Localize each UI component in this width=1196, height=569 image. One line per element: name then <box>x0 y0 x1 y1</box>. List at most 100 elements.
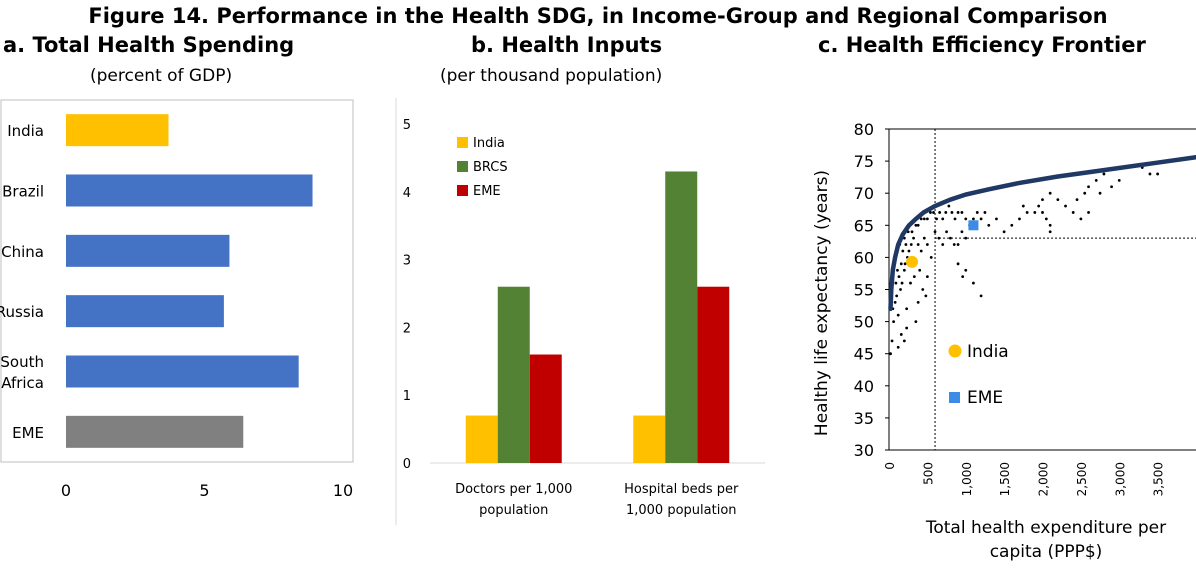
data-point <box>892 320 896 323</box>
category-label: 1,000 population <box>626 503 737 518</box>
data-point <box>919 249 923 253</box>
data-point <box>916 223 920 227</box>
data-point <box>964 236 968 240</box>
data-point <box>960 230 964 234</box>
x-tick-label: 2,000 <box>1037 462 1051 496</box>
panel-c-title: c. Health Efficiency Frontier <box>818 33 1146 57</box>
x-tick-label: 1,500 <box>998 462 1012 496</box>
y-tick-label: 70 <box>854 184 874 203</box>
data-point <box>925 243 929 246</box>
data-point <box>983 211 987 214</box>
data-point <box>972 217 975 221</box>
y-tick-label: 0 <box>403 457 411 472</box>
data-point <box>1018 217 1021 221</box>
data-point <box>972 281 975 285</box>
data-point <box>979 217 983 221</box>
data-point <box>956 262 960 266</box>
data-point <box>935 217 938 221</box>
data-point <box>1048 191 1052 195</box>
bar-eme <box>66 415 244 448</box>
bar-south-africa <box>66 355 299 388</box>
bar-india-1 <box>633 415 666 463</box>
chart-c-xlabel-line1: Total health expenditure per <box>925 518 1166 538</box>
data-point <box>929 211 932 214</box>
data-point <box>897 275 901 279</box>
legend-label-india: India <box>473 136 505 151</box>
data-point <box>910 230 914 234</box>
data-point <box>918 268 922 272</box>
x-tick-label: 0 <box>883 462 897 470</box>
y-tick-label: 40 <box>854 377 874 396</box>
data-point <box>932 211 935 214</box>
data-point <box>1056 198 1060 202</box>
bar-brcs-0 <box>497 286 530 463</box>
legend-marker-india <box>948 344 962 358</box>
y-tick-label: 45 <box>854 345 874 364</box>
data-point <box>964 217 968 221</box>
data-point <box>905 326 909 330</box>
data-point <box>1025 211 1029 214</box>
x-tick-label: 0 <box>61 481 71 500</box>
data-point <box>1071 211 1075 214</box>
y-tick-label: 75 <box>854 152 874 171</box>
chart-c-xlabel-line2: capita (PPP$) <box>990 542 1103 562</box>
bar-india-0 <box>465 415 498 463</box>
panel-b-title: b. Health Inputs <box>471 33 663 57</box>
data-point <box>950 211 954 214</box>
legend-label-brcs: BRCS <box>473 160 508 175</box>
data-point <box>1002 230 1006 234</box>
data-point <box>1117 178 1121 182</box>
y-tick-label: 80 <box>854 120 874 139</box>
category-label: Hospital beds per <box>624 482 739 497</box>
y-tick-label: 30 <box>854 441 874 460</box>
y-tick-label: 50 <box>854 313 874 332</box>
chart-a-frame <box>0 99 354 463</box>
x-tick-label: 500 <box>921 462 935 485</box>
data-point <box>912 236 915 240</box>
data-point <box>912 275 916 279</box>
panel-a-subtitle: (percent of GDP) <box>90 66 233 86</box>
data-point <box>941 217 945 221</box>
legend-label-eme: EME <box>473 184 501 199</box>
data-point <box>1033 211 1037 214</box>
data-point <box>938 211 942 214</box>
data-point <box>901 249 905 253</box>
y-tick-label: 4 <box>403 186 411 201</box>
data-point <box>964 268 968 272</box>
y-tick-label: 3 <box>403 254 411 269</box>
data-point <box>941 243 945 246</box>
data-point <box>1102 172 1106 176</box>
data-point <box>1079 217 1083 221</box>
data-point <box>937 236 941 240</box>
bar-india <box>66 114 169 147</box>
category-label: India <box>7 122 44 140</box>
data-point <box>909 243 913 246</box>
legend-label-india: India <box>967 342 1009 362</box>
data-point <box>1098 191 1102 195</box>
data-point <box>987 223 991 227</box>
data-point <box>1010 223 1014 227</box>
data-point <box>907 249 911 253</box>
data-point <box>975 211 979 214</box>
data-point <box>909 281 912 285</box>
legend-swatch-brcs <box>457 161 468 172</box>
data-point <box>904 243 908 246</box>
data-point <box>944 211 948 214</box>
data-point <box>899 288 902 291</box>
data-point <box>1087 185 1090 189</box>
data-point <box>921 288 925 291</box>
data-point <box>893 300 897 304</box>
data-point <box>929 256 933 259</box>
x-tick-label: 2,500 <box>1075 462 1089 496</box>
data-point <box>1048 230 1052 234</box>
bar-brazil <box>66 174 313 207</box>
data-point <box>1064 204 1067 208</box>
data-point <box>1048 223 1052 227</box>
data-point <box>961 275 965 279</box>
data-point <box>914 223 918 227</box>
data-point <box>952 243 956 246</box>
bar-eme-0 <box>529 354 562 463</box>
data-point <box>890 339 894 343</box>
data-point <box>916 300 920 304</box>
